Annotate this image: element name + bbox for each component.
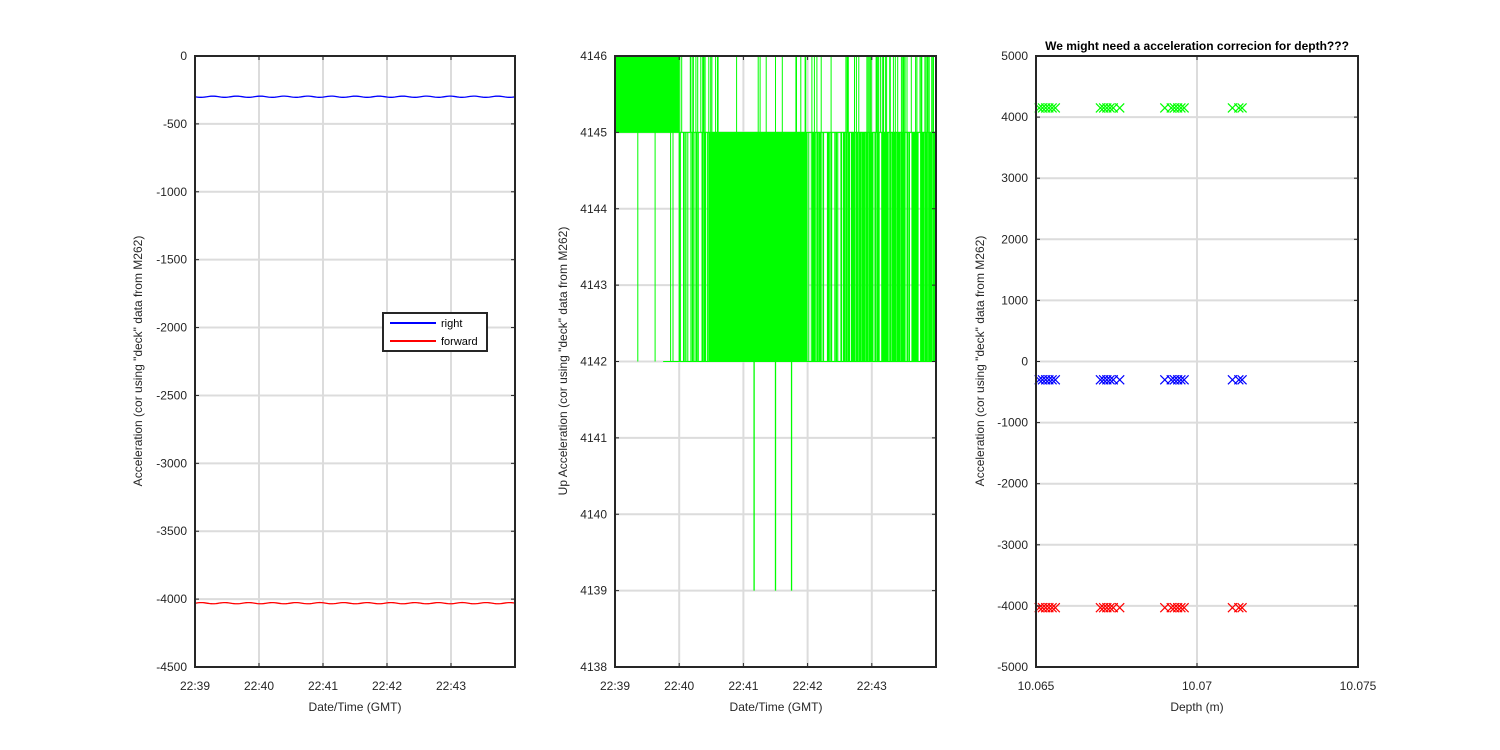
y-tick-label: 5000	[1001, 49, 1028, 63]
x-axis-label: Date/Time (GMT)	[730, 700, 823, 714]
y-tick-label: 4144	[580, 202, 607, 216]
scatter-point	[1237, 103, 1248, 113]
scatter-point	[1105, 103, 1115, 113]
y-tick-label: 1000	[1001, 293, 1028, 307]
y-tick-label: 4146	[580, 49, 607, 63]
x-tick-label: 22:39	[180, 679, 210, 693]
y-tick-label: 4139	[580, 584, 607, 598]
y-axis-label: Acceleration (cor using "deck" data from…	[131, 236, 145, 487]
x-axis-label: Date/Time (GMT)	[309, 700, 402, 714]
axes-box	[614, 55, 937, 668]
y-tick-label: -1500	[156, 253, 187, 267]
y-tick-label: 4142	[580, 355, 607, 369]
y-tick-label: -2000	[156, 321, 187, 335]
scatter-point	[1050, 602, 1061, 613]
scatter-point	[1179, 374, 1190, 385]
scatter-point	[1237, 602, 1248, 613]
y-tick-label: -4000	[156, 592, 187, 606]
y-tick-label: 4143	[580, 278, 607, 292]
axes-box	[194, 55, 516, 668]
x-tick-label: 22:41	[308, 679, 338, 693]
x-tick-label: 22:42	[372, 679, 402, 693]
x-tick-label: 22:40	[244, 679, 274, 693]
scatter-point	[1047, 103, 1058, 113]
scatter-point	[1179, 602, 1190, 613]
scatter-point	[1047, 602, 1058, 613]
scatter-point	[1114, 374, 1125, 385]
scatter-point	[1233, 374, 1244, 385]
x-tick-label: 22:39	[600, 679, 630, 693]
y-tick-label: 2000	[1001, 232, 1028, 246]
legend-label-forward: forward	[441, 336, 478, 348]
scatter-point	[1233, 602, 1244, 613]
scatter-point	[1175, 374, 1186, 385]
x-tick-label: 22:42	[793, 679, 823, 693]
right-panel-depth-scatter: 10.065 10.07 10.075 -5000 -4000 -3000 -2000 -10…	[973, 39, 1377, 714]
y-tick-label: -5000	[997, 660, 1028, 674]
series-line-forward	[194, 601, 516, 605]
scatter-point	[1233, 103, 1244, 113]
y-tick-label: -2500	[156, 388, 187, 402]
y-tick-label: 3000	[1001, 171, 1028, 185]
scatter-point	[1237, 374, 1248, 385]
y-tick-label: 4141	[580, 431, 607, 445]
series-line-right	[194, 95, 516, 98]
scatter-point	[1105, 602, 1115, 613]
left-panel-acceleration: 22:39 22:40 22:41 22:42 22:43 -4500 -4000 -3500…	[131, 49, 516, 714]
x-tick-label: 22:43	[857, 679, 887, 693]
y-tick-label: -3500	[156, 524, 187, 538]
scatter-point	[1175, 103, 1186, 113]
scatter-point	[1105, 374, 1115, 385]
y-tick-label: 0	[180, 49, 187, 63]
y-tick-label: -1000	[156, 185, 187, 199]
x-tick-label: 22:41	[728, 679, 758, 693]
scatter-point	[1047, 374, 1058, 385]
y-tick-label: -4500	[156, 660, 187, 674]
legend: right forward	[382, 312, 488, 352]
y-tick-label: 4140	[580, 507, 607, 521]
y-tick-label: -1000	[997, 416, 1028, 430]
y-tick-label: -3000	[156, 456, 187, 470]
x-tick-label: 10.065	[1018, 679, 1055, 693]
middle-panel-up-acceleration: 22:39 22:40 22:41 22:42 22:43 4138 4139 4140 414…	[556, 49, 937, 714]
y-tick-label: 4145	[580, 125, 607, 139]
axes-box	[1035, 55, 1359, 668]
y-axis-label: Acceleration (cor using "deck" data from…	[973, 236, 987, 487]
y-tick-label: -3000	[997, 538, 1028, 552]
y-tick-label: -4000	[997, 599, 1028, 613]
x-tick-label: 10.07	[1182, 679, 1212, 693]
y-tick-label: 4138	[580, 660, 607, 674]
scatter-point	[1114, 103, 1125, 113]
legend-label-right: right	[441, 318, 462, 330]
y-tick-label: 4000	[1001, 110, 1028, 124]
scatter-point	[1050, 103, 1061, 113]
chart-title: We might need a acceleration correcion f…	[1045, 39, 1349, 53]
scatter-point	[1175, 602, 1186, 613]
scatter-point	[1114, 602, 1125, 613]
y-axis-label: Up Acceleration (cor using "deck" data f…	[556, 227, 570, 496]
scatter-point	[1179, 103, 1190, 113]
y-tick-label: -500	[163, 117, 187, 131]
legend-box	[382, 312, 488, 352]
x-tick-label: 22:40	[664, 679, 694, 693]
x-tick-label: 22:43	[436, 679, 466, 693]
x-tick-label: 10.075	[1340, 679, 1377, 693]
y-tick-label: -2000	[997, 477, 1028, 491]
x-axis-label: Depth (m)	[1170, 700, 1223, 714]
scatter-point	[1050, 374, 1061, 385]
y-tick-label: 0	[1021, 355, 1028, 369]
